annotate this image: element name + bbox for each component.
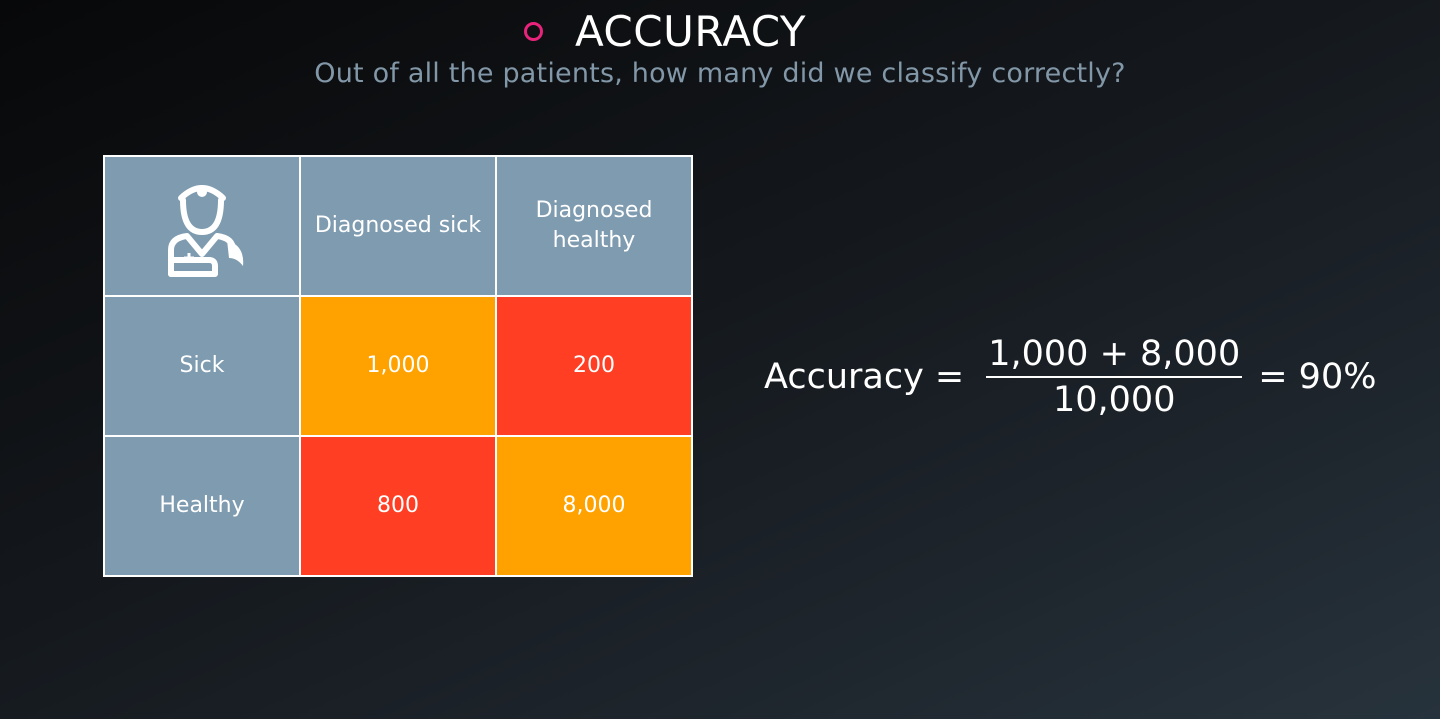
row-label-sick: Sick bbox=[103, 295, 301, 437]
matrix-row-healthy: Healthy 800 8,000 bbox=[103, 435, 693, 577]
formula-denominator: 10,000 bbox=[1053, 380, 1176, 420]
column-header-diagnosed-sick: Diagnosed sick bbox=[299, 155, 497, 297]
doctor-icon bbox=[168, 185, 244, 277]
slide-subtitle: Out of all the patients, how many did we… bbox=[314, 58, 1126, 89]
formula-result: = 90% bbox=[1258, 357, 1377, 397]
bullet-circle-icon bbox=[523, 21, 543, 41]
cell-false-positive: 800 bbox=[299, 435, 497, 577]
column-header-diagnosed-healthy: Diagnosed healthy bbox=[495, 155, 693, 297]
row-label-healthy: Healthy bbox=[103, 435, 301, 577]
cell-false-negative: 200 bbox=[495, 295, 693, 437]
slide-title: ACCURACY bbox=[574, 6, 807, 56]
matrix-header-row: Diagnosed sick Diagnosed healthy bbox=[103, 155, 693, 297]
accuracy-formula: Accuracy = 1,000 + 8,000 10,000 = 90% bbox=[764, 334, 1376, 420]
formula-fraction: 1,000 + 8,000 10,000 bbox=[986, 334, 1243, 420]
formula-label: Accuracy = bbox=[764, 357, 965, 397]
matrix-corner-cell bbox=[103, 155, 301, 297]
cell-true-positive: 1,000 bbox=[299, 295, 497, 437]
cell-true-negative: 8,000 bbox=[495, 435, 693, 577]
confusion-matrix: Diagnosed sick Diagnosed healthy Sick 1,… bbox=[103, 155, 693, 577]
slide-title-row: ACCURACY bbox=[0, 4, 1440, 58]
formula-numerator: 1,000 + 8,000 bbox=[986, 334, 1243, 378]
matrix-row-sick: Sick 1,000 200 bbox=[103, 295, 693, 437]
